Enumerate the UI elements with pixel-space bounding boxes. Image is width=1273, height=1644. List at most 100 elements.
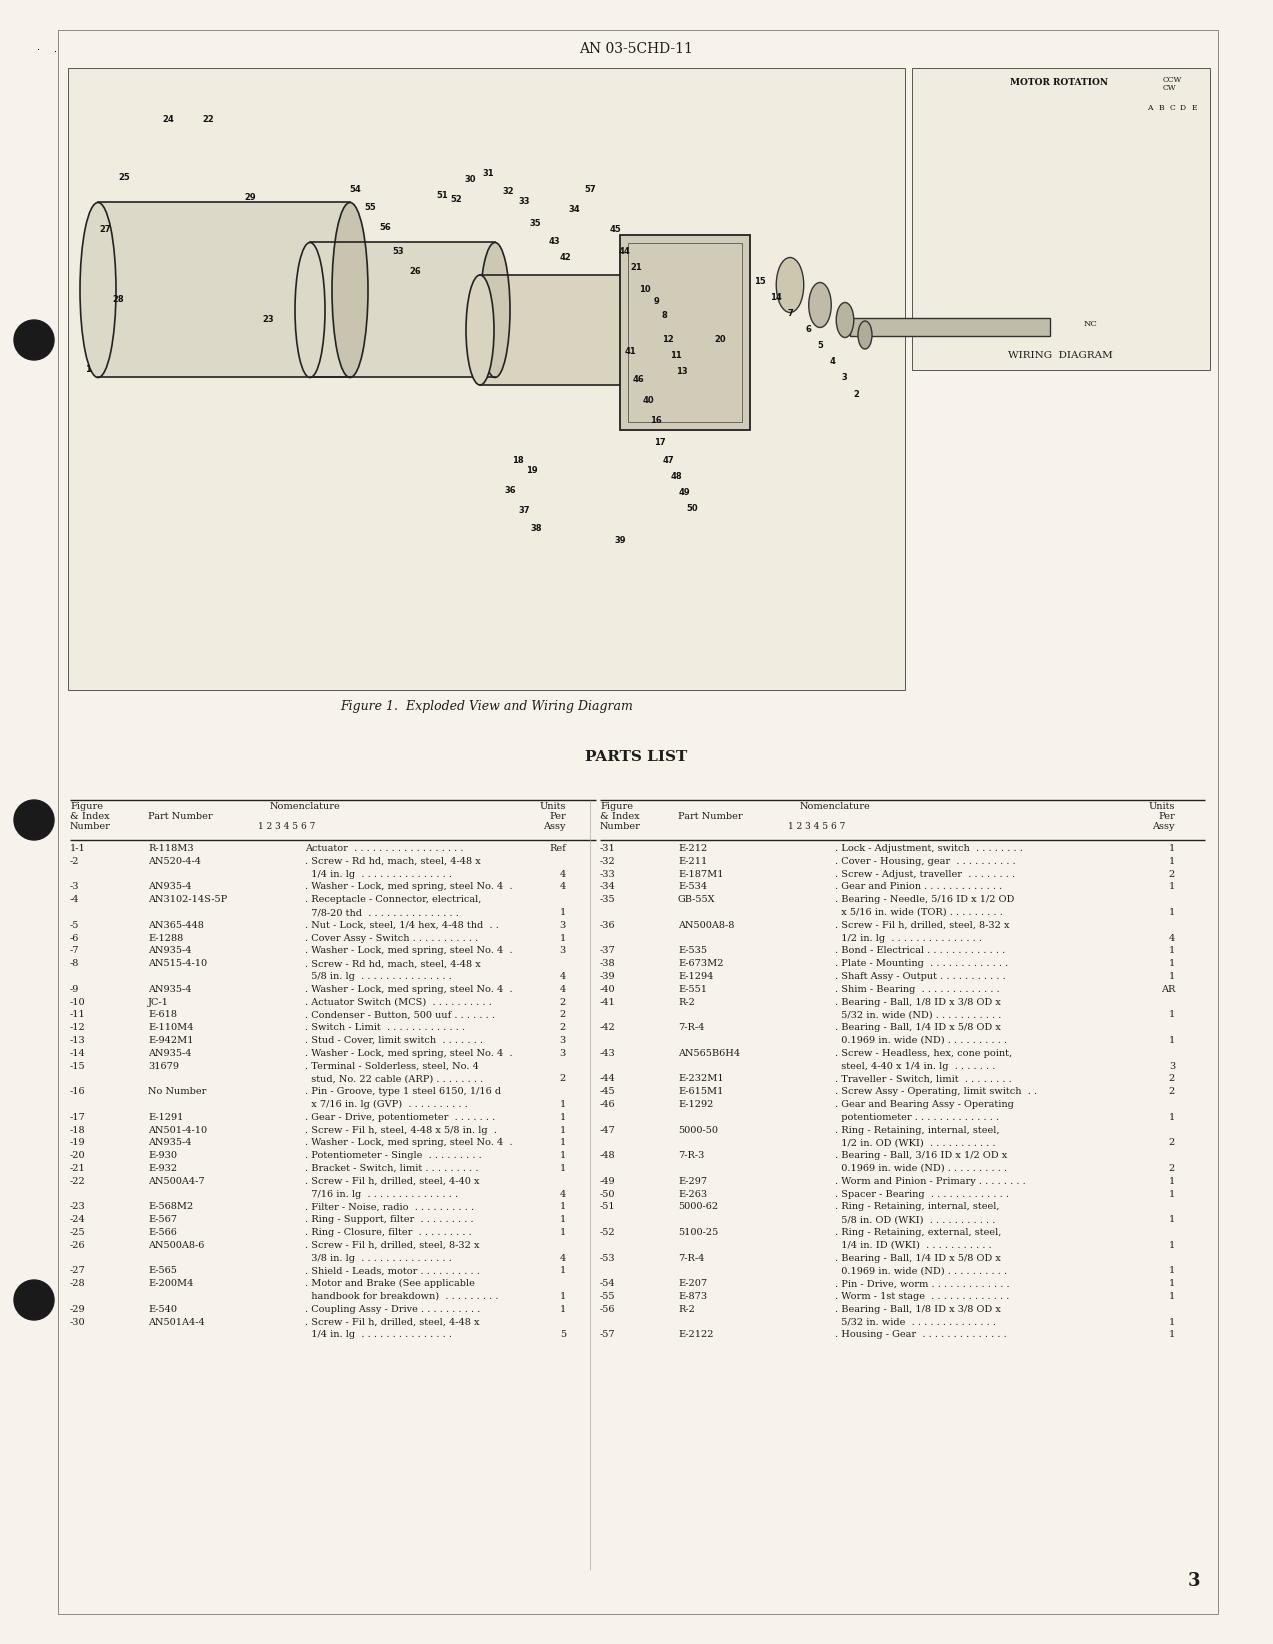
Ellipse shape: [836, 302, 854, 337]
Text: . Screw Assy - Operating, limit switch  . .: . Screw Assy - Operating, limit switch .…: [835, 1087, 1037, 1097]
Text: 1/2 in. lg  . . . . . . . . . . . . . . .: 1/2 in. lg . . . . . . . . . . . . . . .: [835, 934, 981, 942]
Text: WIRING  DIAGRAM: WIRING DIAGRAM: [1008, 352, 1113, 360]
Text: 38: 38: [531, 523, 542, 533]
Text: E-207: E-207: [679, 1279, 707, 1289]
Circle shape: [14, 801, 53, 840]
Text: -41: -41: [600, 998, 616, 1006]
Text: . Cover - Housing, gear  . . . . . . . . . .: . Cover - Housing, gear . . . . . . . . …: [835, 857, 1016, 866]
Text: 5/32 in. wide  . . . . . . . . . . . . . .: 5/32 in. wide . . . . . . . . . . . . . …: [835, 1317, 995, 1327]
Text: -11: -11: [70, 1011, 85, 1019]
Text: Figure: Figure: [600, 802, 633, 810]
Text: . Shield - Leads, motor . . . . . . . . . .: . Shield - Leads, motor . . . . . . . . …: [306, 1266, 480, 1276]
Text: Per: Per: [1158, 812, 1175, 820]
Text: AN500A8-6: AN500A8-6: [148, 1241, 205, 1249]
Text: 53: 53: [392, 248, 404, 256]
Text: 57: 57: [584, 186, 596, 194]
Text: 1: 1: [1169, 1241, 1175, 1249]
Text: 2: 2: [1169, 1164, 1175, 1174]
Text: 44: 44: [619, 248, 630, 256]
Bar: [620, 235, 750, 431]
Text: JC-1: JC-1: [148, 998, 169, 1006]
Text: 1: 1: [560, 1113, 566, 1121]
Text: 35: 35: [530, 220, 541, 229]
Text: steel, 4-40 x 1/4 in. lg  . . . . . . .: steel, 4-40 x 1/4 in. lg . . . . . . .: [835, 1062, 995, 1070]
Text: E-551: E-551: [679, 985, 707, 995]
Text: 1: 1: [1169, 1190, 1175, 1198]
Text: 12: 12: [662, 335, 673, 345]
Text: . Potentiometer - Single  . . . . . . . . .: . Potentiometer - Single . . . . . . . .…: [306, 1151, 481, 1161]
Text: E: E: [1192, 104, 1197, 112]
Text: 26: 26: [409, 268, 421, 276]
Text: . Bearing - Ball, 1/4 ID x 5/8 OD x: . Bearing - Ball, 1/4 ID x 5/8 OD x: [835, 1254, 1001, 1263]
Text: 25: 25: [118, 174, 130, 182]
Text: . Ring - Closure, filter  . . . . . . . . .: . Ring - Closure, filter . . . . . . . .…: [306, 1228, 472, 1236]
Text: -24: -24: [70, 1215, 85, 1225]
Text: . Screw - Headless, hex, cone point,: . Screw - Headless, hex, cone point,: [835, 1049, 1012, 1057]
Text: -51: -51: [600, 1202, 616, 1212]
Text: 5000-50: 5000-50: [679, 1126, 718, 1134]
Text: -36: -36: [600, 921, 616, 931]
Text: 1: 1: [1169, 972, 1175, 981]
Text: E-618: E-618: [148, 1011, 177, 1019]
Text: . Pin - Drive, worm . . . . . . . . . . . . .: . Pin - Drive, worm . . . . . . . . . . …: [835, 1279, 1009, 1289]
Text: E-232M1: E-232M1: [679, 1075, 723, 1083]
Text: E-187M1: E-187M1: [679, 870, 723, 878]
Text: 4: 4: [829, 357, 835, 367]
Text: AN565B6H4: AN565B6H4: [679, 1049, 740, 1057]
Ellipse shape: [480, 243, 510, 378]
Text: AN3102-14S-5P: AN3102-14S-5P: [148, 896, 228, 904]
Text: E-2122: E-2122: [679, 1330, 713, 1340]
Text: 1: 1: [1169, 843, 1175, 853]
Ellipse shape: [295, 243, 325, 378]
Text: 2: 2: [1169, 1087, 1175, 1097]
Text: 1 2 3 4 5 6 7: 1 2 3 4 5 6 7: [258, 822, 316, 830]
Text: 3: 3: [1169, 1062, 1175, 1070]
Text: . Bearing - Needle, 5/16 ID x 1/2 OD: . Bearing - Needle, 5/16 ID x 1/2 OD: [835, 896, 1015, 904]
Text: 20: 20: [714, 335, 726, 345]
Text: AN935-4: AN935-4: [148, 947, 191, 955]
Text: -16: -16: [70, 1087, 85, 1097]
Text: -31: -31: [600, 843, 616, 853]
Text: AR: AR: [1161, 985, 1175, 995]
Text: 27: 27: [99, 225, 111, 235]
Text: . Gear and Bearing Assy - Operating: . Gear and Bearing Assy - Operating: [835, 1100, 1013, 1110]
Text: AN501-4-10: AN501-4-10: [148, 1126, 207, 1134]
Text: -27: -27: [70, 1266, 85, 1276]
Text: 5: 5: [817, 342, 822, 350]
Text: 1: 1: [1169, 1036, 1175, 1046]
Text: 39: 39: [615, 536, 626, 544]
Text: 5/32 in. wide (ND) . . . . . . . . . . .: 5/32 in. wide (ND) . . . . . . . . . . .: [835, 1011, 1002, 1019]
Text: E-673M2: E-673M2: [679, 958, 723, 968]
Text: 2: 2: [560, 1011, 566, 1019]
Ellipse shape: [466, 275, 494, 385]
Text: 1/4 in. ID (WKI)  . . . . . . . . . . .: 1/4 in. ID (WKI) . . . . . . . . . . .: [835, 1241, 992, 1249]
Text: Figure: Figure: [70, 802, 103, 810]
Text: -28: -28: [70, 1279, 85, 1289]
Text: -13: -13: [70, 1036, 85, 1046]
Text: Part Number: Part Number: [679, 812, 742, 820]
Text: . Housing - Gear  . . . . . . . . . . . . . .: . Housing - Gear . . . . . . . . . . . .…: [835, 1330, 1007, 1340]
Ellipse shape: [808, 283, 831, 327]
Text: -57: -57: [600, 1330, 616, 1340]
Text: 1: 1: [560, 1151, 566, 1161]
Text: 7-R-4: 7-R-4: [679, 1254, 704, 1263]
Text: E-615M1: E-615M1: [679, 1087, 723, 1097]
Text: 5/8 in. OD (WKI)  . . . . . . . . . . .: 5/8 in. OD (WKI) . . . . . . . . . . .: [835, 1215, 995, 1225]
Text: 50: 50: [686, 503, 698, 513]
Text: 2: 2: [853, 390, 859, 398]
Text: . Washer - Lock, med spring, steel No. 4  .: . Washer - Lock, med spring, steel No. 4…: [306, 1138, 513, 1148]
Text: -9: -9: [70, 985, 79, 995]
Text: 1: 1: [560, 1228, 566, 1236]
Text: . Filter - Noise, radio  . . . . . . . . . .: . Filter - Noise, radio . . . . . . . . …: [306, 1202, 474, 1212]
Text: -43: -43: [600, 1049, 616, 1057]
Text: -34: -34: [600, 883, 616, 891]
Text: -12: -12: [70, 1023, 85, 1032]
Text: & Index: & Index: [600, 812, 639, 820]
Text: -42: -42: [600, 1023, 616, 1032]
Text: Units: Units: [1148, 802, 1175, 810]
Text: 13: 13: [676, 368, 687, 376]
Text: AN500A4-7: AN500A4-7: [148, 1177, 205, 1185]
Circle shape: [14, 1281, 53, 1320]
Text: . Screw - Fil h, drilled, steel, 8-32 x: . Screw - Fil h, drilled, steel, 8-32 x: [835, 921, 1009, 931]
Text: . Washer - Lock, med spring, steel No. 4  .: . Washer - Lock, med spring, steel No. 4…: [306, 947, 513, 955]
